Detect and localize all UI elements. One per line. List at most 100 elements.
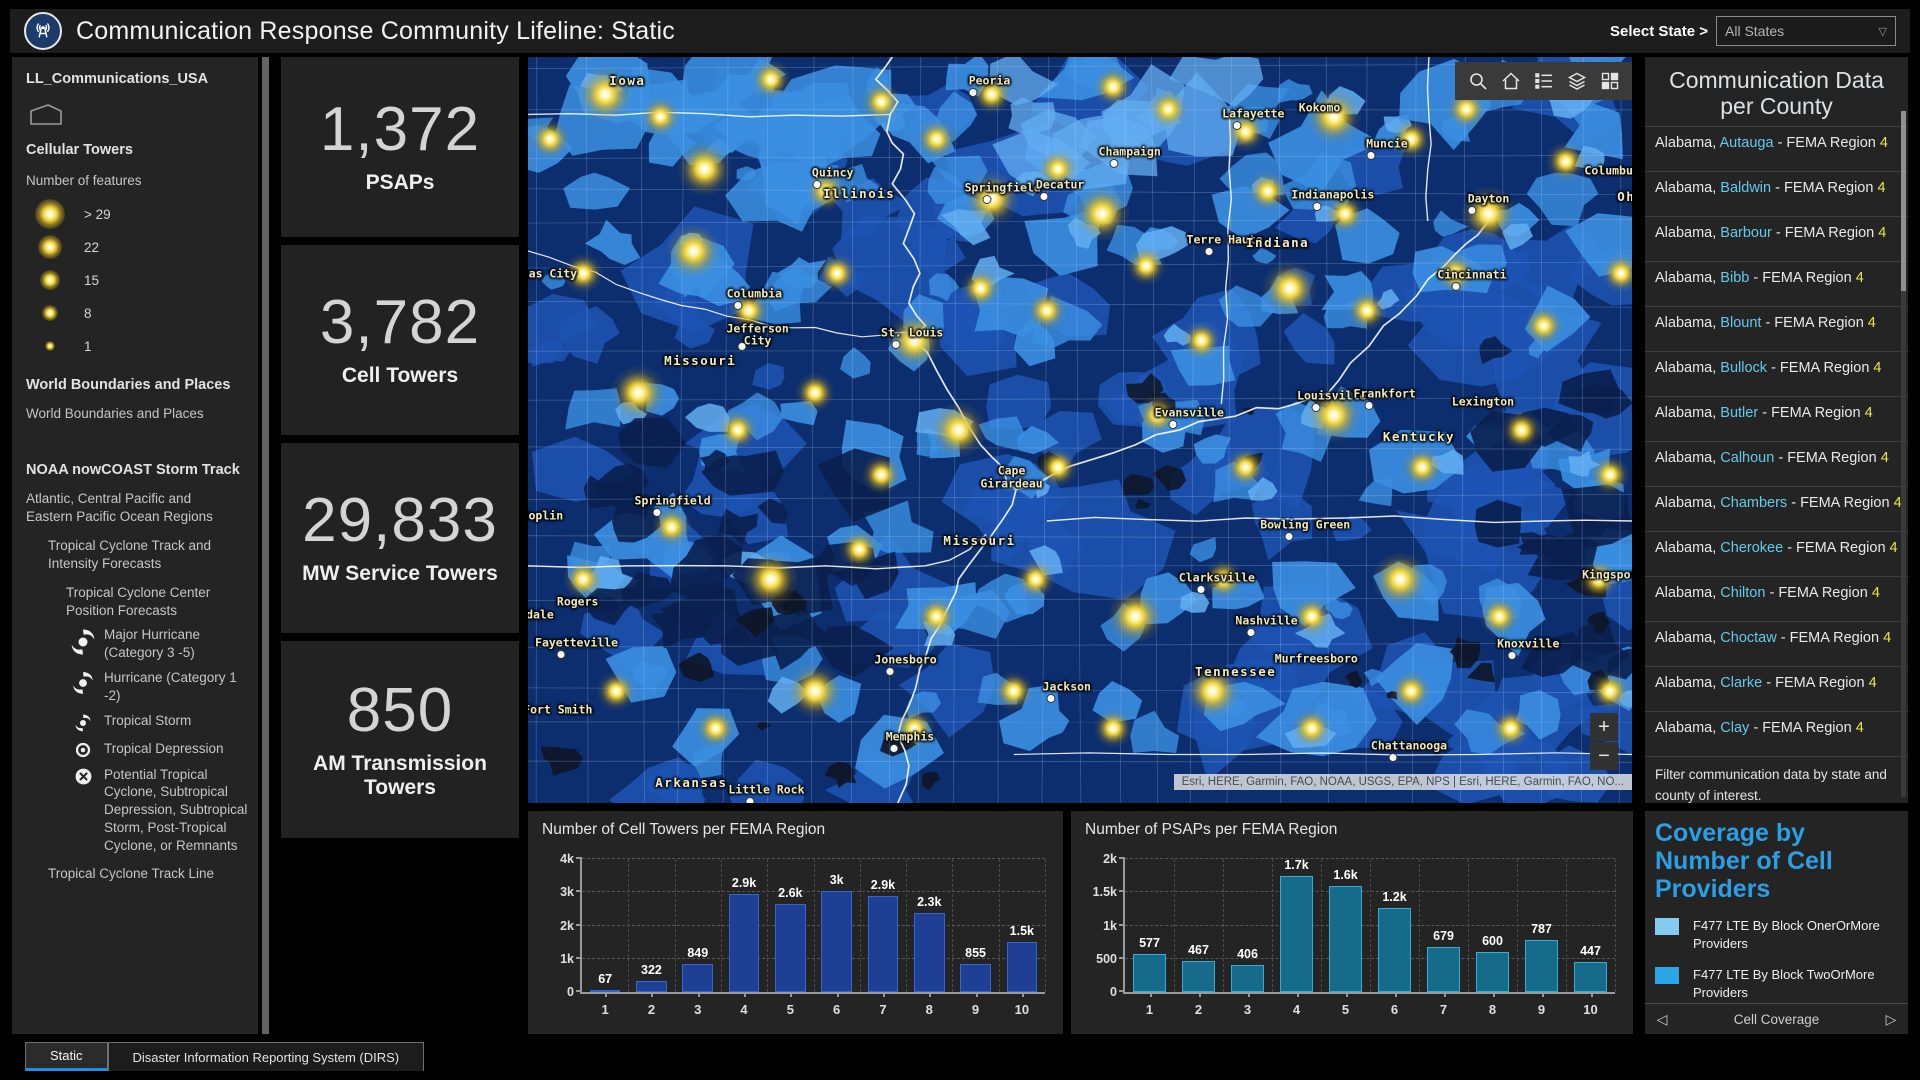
number-of-features-label: Number of features [26,173,142,188]
basemap-icon[interactable] [1593,62,1626,100]
stat-label: MW Service Towers [302,562,498,585]
layers-icon[interactable] [1560,62,1593,100]
bar[interactable] [1280,876,1313,992]
cellular-towers-title: Cellular Towers [26,142,133,158]
legend-icon[interactable] [1527,62,1560,100]
bar[interactable] [1329,885,1362,992]
bar[interactable] [1133,953,1166,992]
bar[interactable] [960,963,991,992]
county-panel-title: Communication Data per County [1669,67,1884,120]
x-axis-tick: 2 [1194,1002,1203,1017]
storm-legend-row: Hurricane (Category 1 -2) [26,669,258,705]
county-list-item[interactable]: Alabama, Choctaw - FEMA Region 4 [1645,620,1908,666]
county-list-item[interactable]: Alabama, Baldwin - FEMA Region 4 [1645,170,1908,216]
bar[interactable] [1231,965,1264,992]
bar-value-label: 67 [598,971,613,986]
zoom-out-button[interactable]: − [1590,742,1618,770]
x-axis-tick: 8 [925,1002,933,1017]
county-list-item[interactable]: Alabama, Barbour - FEMA Region 4 [1645,215,1908,261]
cell-towers-chart-panel: Number of Cell Towers per FEMA Region 0 1… [528,811,1063,1034]
coverage-legend-row: F477 LTE By Block TwoOrMore Providers [1645,966,1908,1001]
bar[interactable] [728,893,760,992]
legend-class-label: 22 [84,239,100,255]
tower-dot-icon [40,270,60,291]
bar-chart-plot: 0 500 1k 1.5k 2k 577 1 467 2 406 3 1.7k 4 1.6k 5 1.2k 6 6… [1093,852,1616,1017]
hurricane-icon [66,670,100,696]
pager-prev-icon[interactable]: ◁ [1656,1010,1668,1027]
storm-legend-row: Potential Tropical Cyclone, Subtropical … [26,766,258,855]
storm-legend-row: Tropical Depression [26,740,258,759]
county-list-item[interactable]: Alabama, Autauga - FEMA Region 4 [1645,125,1908,171]
coverage-legend-row: F477 LTE By Block OnerOrMore Providers [1645,917,1908,952]
storm-legend-label: Tropical Storm [104,712,192,728]
bar[interactable] [1182,960,1215,992]
bar[interactable] [821,890,852,992]
pager-next-icon[interactable]: ▷ [1885,1010,1897,1027]
psaps-chart-panel: Number of PSAPs per FEMA Region 0 500 1k 1.… [1071,811,1633,1034]
county-list-item[interactable]: Alabama, Clarke - FEMA Region 4 [1645,665,1908,711]
x-axis-tick: 2 [647,1002,656,1017]
tower-dot-icon [45,341,55,352]
bar[interactable] [1427,946,1460,992]
county-list-item[interactable]: Alabama, Clay - FEMA Region 4 [1645,710,1908,756]
county-list-item[interactable]: Alabama, Bullock - FEMA Region 4 [1645,350,1908,396]
stat-label: Cell Towers [341,364,459,387]
storm-legend-label: Potential Tropical Cyclone, Subtropical … [104,766,248,853]
potential-cyclone-icon [66,767,100,786]
bar[interactable] [1006,942,1038,992]
x-axis-tick: 8 [1488,1002,1497,1017]
storm-region-text: Atlantic, Central Pacific and Eastern Pa… [26,491,213,524]
bar[interactable] [1378,908,1411,992]
bar[interactable] [589,989,621,992]
county-list-item[interactable]: Alabama, Butler - FEMA Region 4 [1645,395,1908,441]
tower-dot-icon [38,235,62,260]
county-panel: Communication Data per County Alabama, A… [1645,57,1908,803]
county-list-item[interactable]: Alabama, Bibb - FEMA Region 4 [1645,260,1908,306]
storm-legend-label: Hurricane (Category 1 -2) [104,670,237,703]
tab-static[interactable]: Static [25,1042,108,1071]
bar[interactable] [913,912,945,992]
bar[interactable] [867,895,899,992]
world-boundaries-item: World Boundaries and Places [26,405,204,421]
legend-scrollbar[interactable] [262,57,269,1034]
home-icon[interactable] [1494,62,1527,100]
pager-label: Cell Coverage [1733,1011,1820,1027]
y-axis-tick: 1k [560,951,574,966]
bar[interactable] [1525,939,1558,992]
bar-value-label: 322 [641,963,662,978]
bar-value-label: 447 [1580,944,1601,959]
county-list-item[interactable]: Alabama, Calhoun - FEMA Region 4 [1645,440,1908,486]
legend-panel: LL_Communications_USA Cellular Towers Nu… [12,57,258,1034]
county-list-item[interactable]: Alabama, Chambers - FEMA Region 4 [1645,485,1908,531]
x-axis-tick: 6 [1390,1002,1399,1017]
map-canvas[interactable]: Iowa Peoria Lafayette Kokomo Muncie Champaign… [528,57,1632,803]
legend-class-row: 8 [26,297,258,330]
x-axis-tick: 3 [1243,1002,1252,1017]
bar-value-label: 2.9k [731,875,757,890]
state-select-dropdown[interactable]: All States ▽ [1716,16,1896,46]
zoom-in-button[interactable]: + [1590,713,1618,741]
stat-card: 29,833 MW Service Towers [281,443,519,633]
x-axis-tick: 10 [1014,1002,1030,1017]
county-list-item[interactable]: Alabama, Cherokee - FEMA Region 4 [1645,530,1908,576]
county-scrollbar[interactable] [1901,111,1906,797]
x-axis-tick: 1 [1145,1002,1154,1017]
bar[interactable] [775,903,806,992]
page-title: Communication Response Community Lifelin… [76,16,675,45]
county-list-item[interactable]: Alabama, Blount - FEMA Region 4 [1645,305,1908,351]
x-axis-tick: 7 [1439,1002,1448,1017]
county-list-item[interactable]: Alabama, Chilton - FEMA Region 4 [1645,575,1908,621]
track-line-label: Tropical Cyclone Track Line [48,865,215,881]
tab-disaster-information-reporting-system-dirs[interactable]: Disaster Information Reporting System (D… [107,1042,425,1071]
bar[interactable] [1476,952,1509,992]
storm-sub1-text: Tropical Cyclone Track and Intensity For… [48,538,212,571]
bar[interactable] [1574,962,1607,992]
stat-card: 1,372 PSAPs [281,57,519,237]
coverage-legend-label: F477 LTE By Block OnerOrMore Providers [1693,918,1880,951]
search-icon[interactable] [1461,62,1494,100]
tropical-storm-icon [66,713,100,733]
bar[interactable] [682,963,714,992]
bar[interactable] [636,981,667,992]
storm-legend-label: Major Hurricane (Category 3 -5) [104,627,201,661]
polygon-layer-icon [28,101,258,132]
